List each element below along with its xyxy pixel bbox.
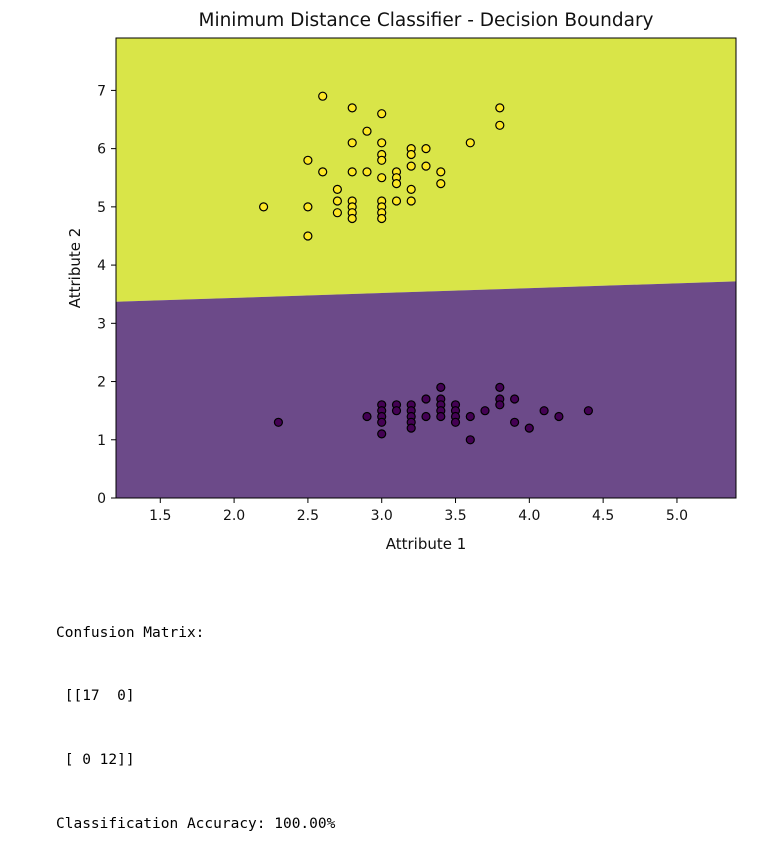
console-output: Confusion Matrix: [[17 0] [ 0 12]] Class… <box>56 580 335 857</box>
class-upper-point <box>332 208 342 218</box>
class-lower-point <box>465 411 475 422</box>
class-upper-point <box>391 196 402 206</box>
class-lower-point <box>377 429 387 439</box>
class-upper-point <box>347 213 357 224</box>
x-tick-label: 5.0 <box>666 508 688 524</box>
y-tick-label: 7 <box>97 83 106 99</box>
plot-area <box>115 37 737 499</box>
decision-region-lower <box>116 281 736 498</box>
class-lower-point <box>465 435 475 445</box>
confusion-matrix-label: Confusion Matrix: <box>56 624 205 641</box>
class-upper-point <box>406 196 416 206</box>
class-lower-point <box>421 394 431 404</box>
x-tick-label: 3.0 <box>371 508 393 524</box>
class-upper-point <box>347 138 357 148</box>
class-upper-point <box>377 109 387 119</box>
class-upper-point <box>406 149 416 160</box>
class-lower-point <box>524 423 534 433</box>
class-upper-point <box>347 103 357 113</box>
class-upper-point <box>421 161 431 171</box>
class-upper-point <box>318 91 328 101</box>
y-tick-label: 0 <box>97 491 106 507</box>
class-lower-point <box>450 417 461 427</box>
class-lower-point <box>273 417 283 427</box>
y-tick-label: 1 <box>97 433 106 449</box>
class-lower-point <box>436 382 446 392</box>
y-tick-label: 6 <box>97 142 106 158</box>
confusion-matrix-row-2: [ 0 12]] <box>56 752 135 769</box>
class-lower-point <box>480 406 490 416</box>
y-tick-label: 5 <box>97 200 106 216</box>
class-upper-point <box>303 202 313 212</box>
class-lower-point <box>421 411 431 422</box>
class-upper-point <box>406 161 416 171</box>
class-upper-point <box>377 213 387 224</box>
class-upper-point <box>391 179 402 189</box>
class-lower-point <box>539 406 549 416</box>
class-lower-point <box>436 411 446 422</box>
class-upper-point <box>377 155 387 165</box>
class-lower-point <box>377 417 387 427</box>
class-upper-point <box>318 167 328 177</box>
class-upper-point <box>347 167 357 177</box>
class-upper-point <box>303 155 313 165</box>
class-lower-point <box>362 411 372 422</box>
class-upper-point <box>495 103 505 113</box>
y-axis-ticks: 0 1 2 3 4 5 6 7 <box>97 83 116 507</box>
class-upper-point <box>303 231 313 241</box>
y-tick-label: 4 <box>97 258 106 274</box>
x-tick-label: 4.5 <box>592 508 614 524</box>
class-lower-point <box>391 406 402 416</box>
class-upper-point <box>332 184 342 194</box>
class-lower-point <box>554 411 564 422</box>
data-points <box>259 91 594 445</box>
confusion-matrix-row-1: [[17 0] <box>56 688 135 705</box>
class-lower-point <box>495 400 505 410</box>
class-lower-point <box>406 423 416 433</box>
x-axis-label: Attribute 1 <box>386 535 467 553</box>
plot-frame <box>115 37 737 499</box>
class-lower-point <box>495 382 505 392</box>
y-axis-label: Attribute 2 <box>66 228 84 309</box>
class-upper-point <box>377 138 387 148</box>
x-tick-label: 2.5 <box>297 508 319 524</box>
class-upper-point <box>259 202 269 212</box>
x-tick-label: 3.5 <box>444 508 466 524</box>
class-upper-point <box>406 184 416 194</box>
class-upper-point <box>465 138 475 148</box>
x-tick-label: 4.0 <box>518 508 540 524</box>
class-upper-point <box>377 173 387 183</box>
chart-title: Minimum Distance Classifier - Decision B… <box>198 10 653 31</box>
class-upper-point <box>332 196 342 206</box>
x-tick-label: 1.5 <box>149 508 171 524</box>
decision-boundary-chart: Minimum Distance Classifier - Decision B… <box>66 10 737 553</box>
class-upper-point <box>495 120 505 130</box>
x-tick-label: 2.0 <box>223 508 245 524</box>
y-tick-label: 3 <box>97 316 106 332</box>
x-axis-ticks: 1.5 2.0 2.5 3.0 3.5 4.0 4.5 5.0 <box>149 498 688 524</box>
class-upper-point <box>421 144 431 154</box>
class-upper-point <box>436 167 446 177</box>
class-lower-point <box>509 417 520 427</box>
y-tick-label: 2 <box>97 375 106 391</box>
class-lower-point <box>583 406 594 416</box>
classification-accuracy: Classification Accuracy: 100.00% <box>56 816 336 833</box>
class-upper-point <box>362 126 372 136</box>
class-lower-point <box>509 394 520 404</box>
class-upper-point <box>436 179 446 189</box>
class-upper-point <box>362 167 372 177</box>
